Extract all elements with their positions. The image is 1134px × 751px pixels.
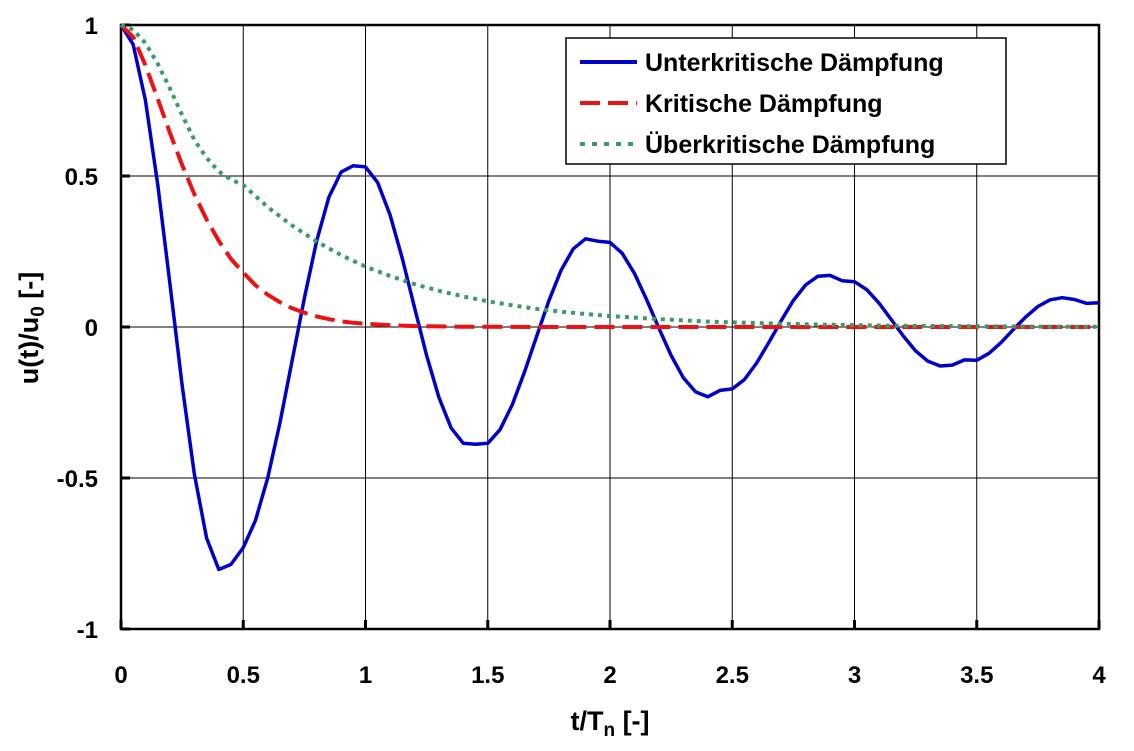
x-tick-label: 2.5 [716,662,749,689]
x-tick-label: 0 [114,662,127,689]
legend-box [565,37,1007,165]
y-tick-labels: -1 -0.5 0 0.5 1 [57,13,98,644]
x-tick-label: 0.5 [227,662,260,689]
y-tick-label: -1 [77,617,98,644]
series-line-1 [119,23,1099,329]
legend: Unterkritische Dämpfung Kritische Dämpfu… [565,37,1007,165]
y-axis-label-suffix: [-] [14,272,44,306]
y-axis-label-sub: 0 [28,306,49,317]
series-layer [119,23,1100,572]
y-tick-label: -0.5 [57,466,98,493]
y-tick-label: 0 [85,315,98,342]
legend-label-ueberkritisch: Überkritische Dämpfung [645,130,935,159]
x-tick-label: 2 [603,662,616,689]
x-axis-label-main: t/T [570,706,603,736]
y-axis-label: u(t)/u0 [-] [14,272,49,385]
x-tick-labels: 0 0.5 1 1.5 2 2.5 3 3.5 4 [114,662,1106,689]
x-axis-label-sub: n [603,720,615,741]
series-line-2 [120,23,1099,329]
x-axis-label: t/Tn [-] [570,706,649,741]
series-line-0 [119,24,1100,572]
legend-label-unterkritisch: Unterkritische Dämpfung [645,49,944,77]
x-tick-label: 1 [359,662,372,689]
x-tick-label: 4 [1092,662,1106,689]
x-tick-label: 3.5 [960,662,993,689]
y-tick-label: 0.5 [65,164,98,191]
legend-label-kritisch: Kritische Dämpfung [645,90,883,118]
x-axis-label-suffix: [-] [615,706,649,736]
x-tick-label: 3 [848,662,861,689]
x-tick-label: 1.5 [471,662,504,689]
y-tick-label: 1 [85,13,98,40]
y-axis-label-main: u(t)/u [14,317,44,384]
